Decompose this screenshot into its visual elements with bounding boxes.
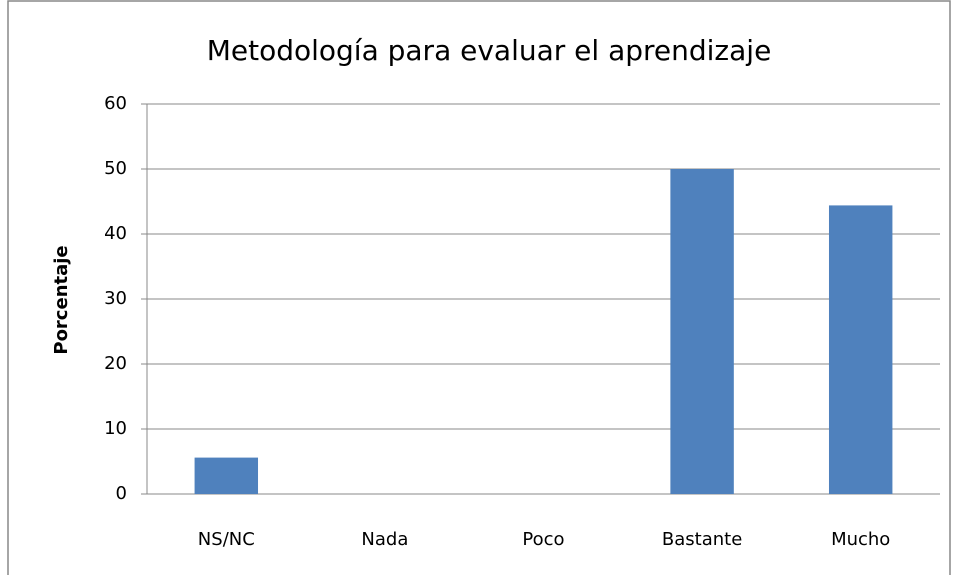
x-tick-label: NS/NC — [198, 529, 255, 550]
bar — [194, 457, 259, 494]
bar — [828, 205, 893, 494]
x-tick-label: Bastante — [662, 529, 742, 550]
y-tick-label: 50 — [104, 158, 127, 179]
x-tick-label: Mucho — [831, 529, 890, 550]
bar — [670, 169, 734, 494]
y-axis-label: Porcentaje — [51, 245, 72, 354]
y-tick-label: 60 — [104, 93, 127, 114]
y-tick-label: 10 — [104, 418, 127, 439]
y-tick-label: 0 — [116, 483, 127, 504]
chart-title: Metodología para evaluar el aprendizaje — [207, 34, 772, 67]
y-tick-label: 30 — [104, 288, 127, 309]
y-tick-label: 20 — [104, 353, 127, 374]
chart-border — [7, 0, 951, 575]
y-tick-label: 40 — [104, 223, 127, 244]
x-tick-label: Poco — [522, 529, 564, 550]
x-tick-label: Nada — [361, 529, 408, 550]
